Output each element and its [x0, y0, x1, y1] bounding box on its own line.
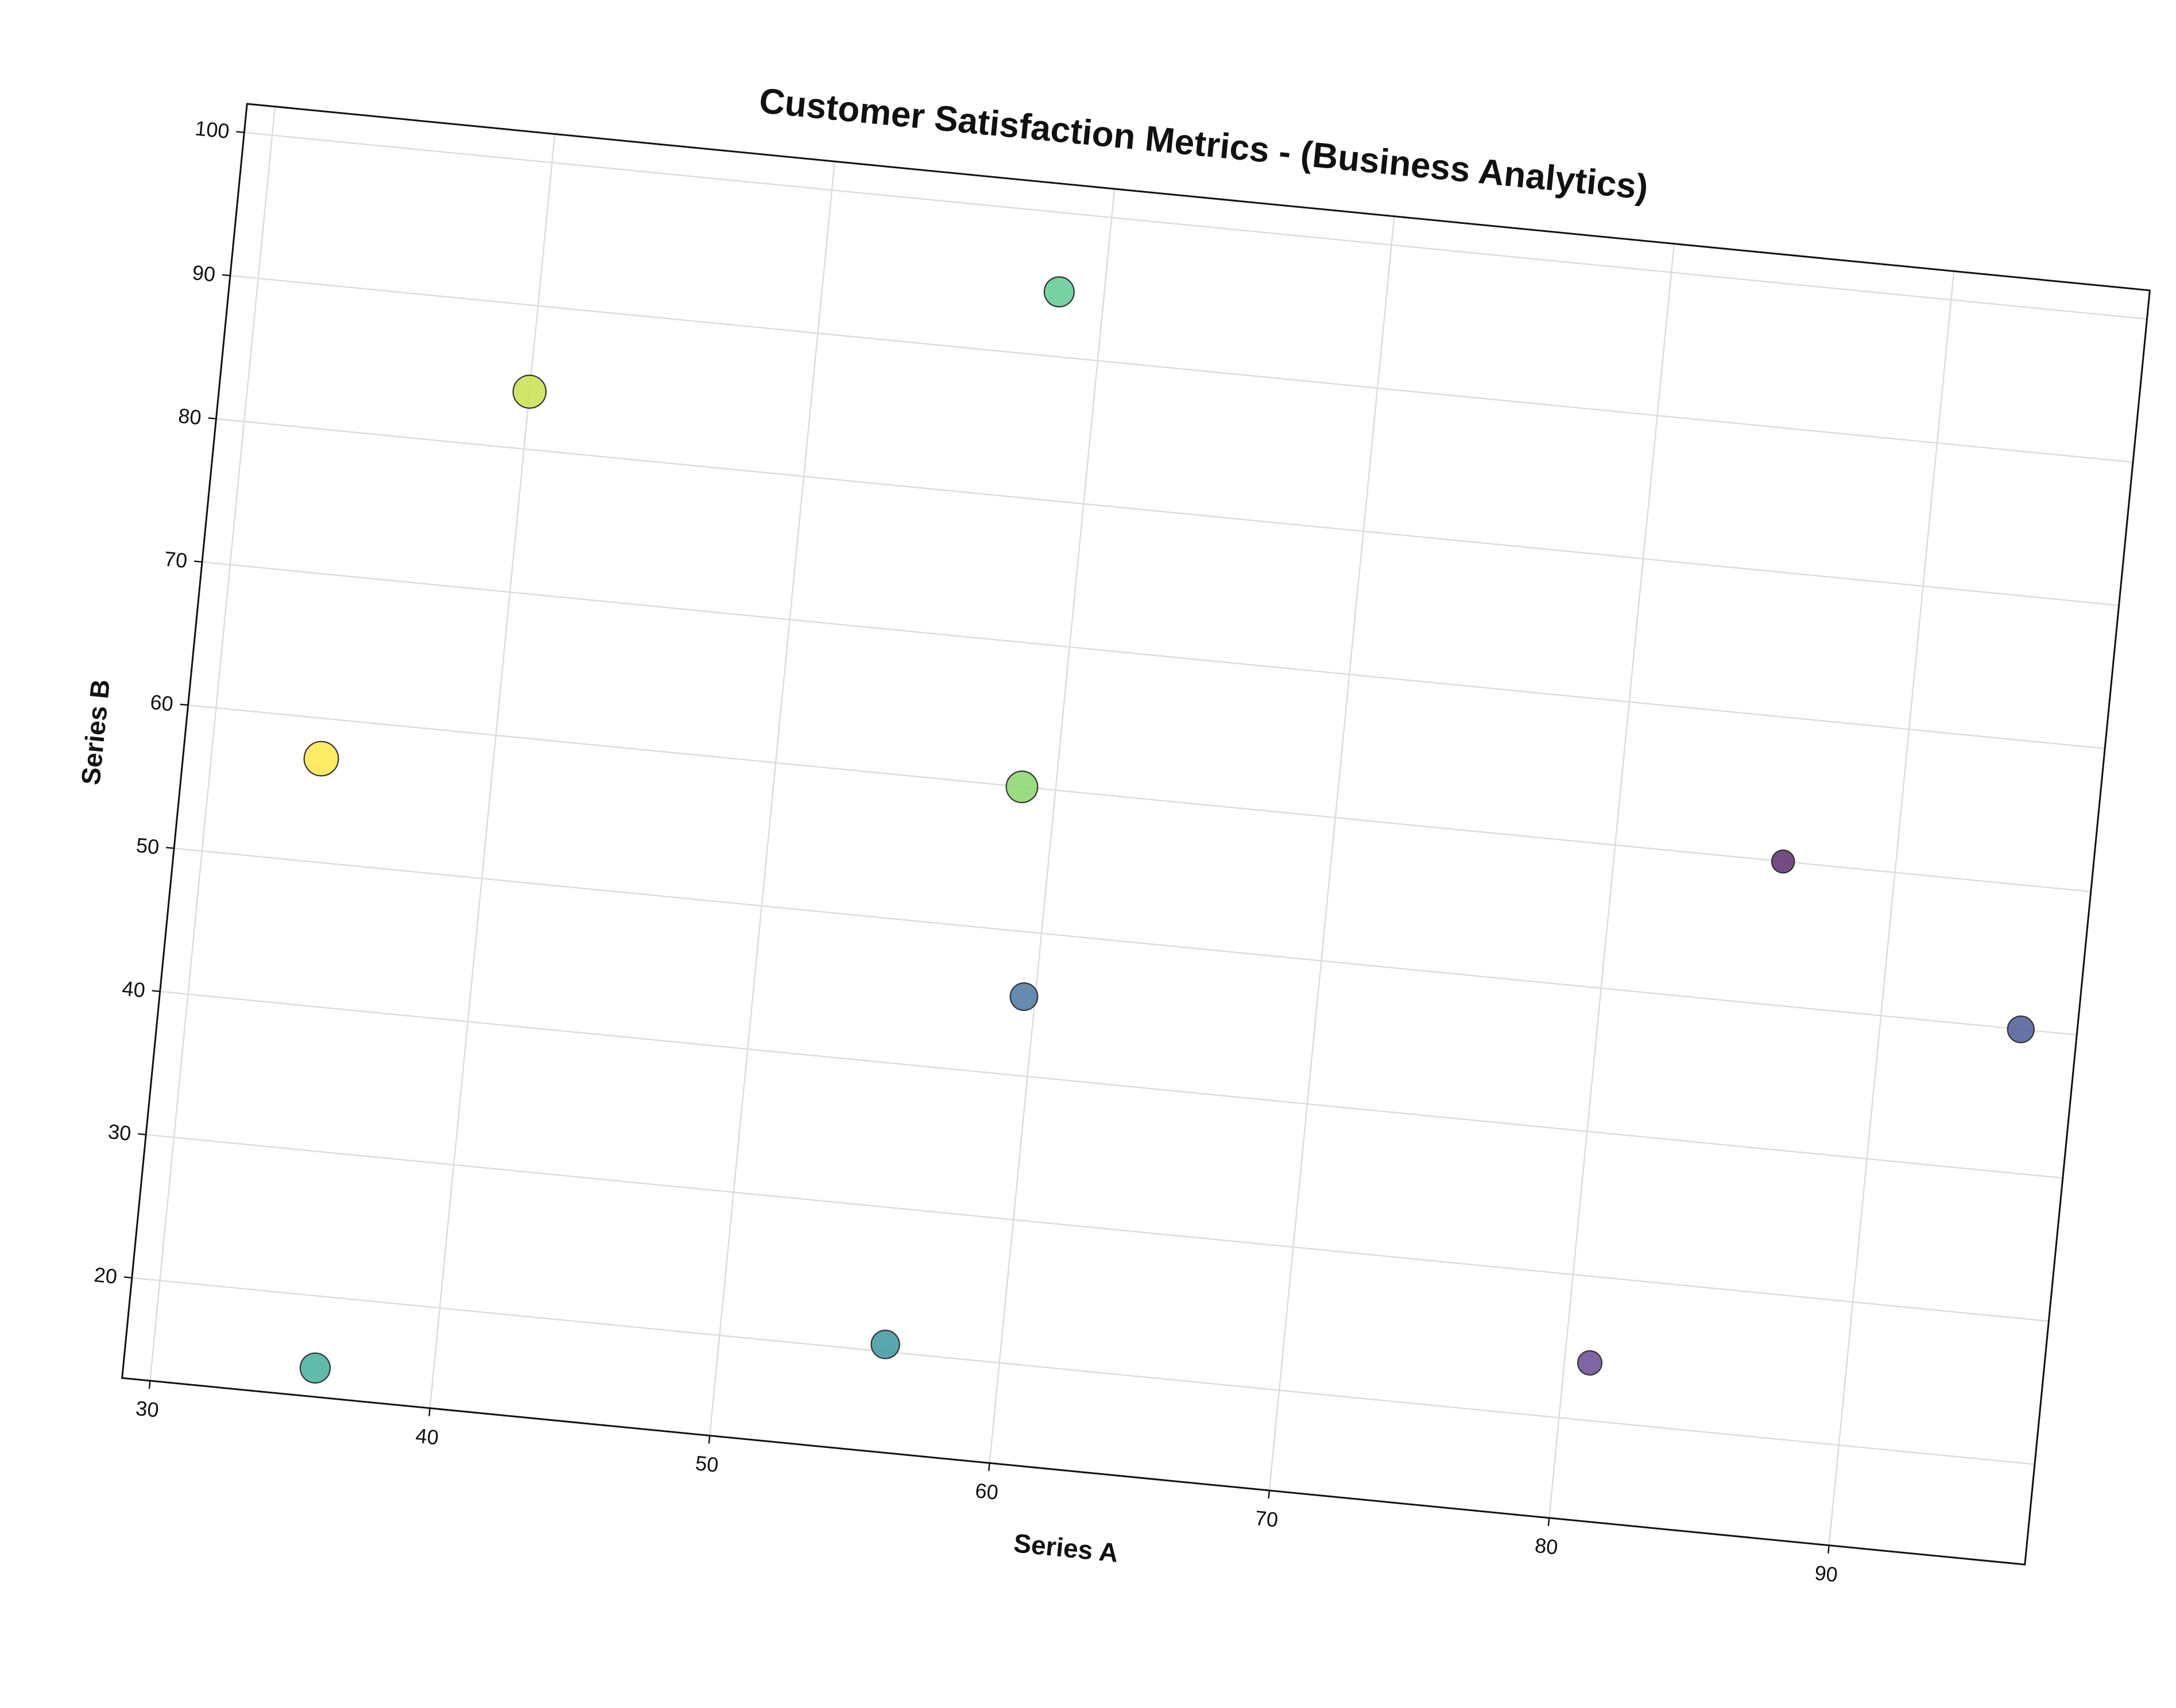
chart-title: Customer Satisfaction Metrics - (Busines… — [757, 81, 1650, 207]
plot-frame — [121, 103, 2151, 1566]
axis-ticks: 30 40 50 60 70 80 90 20 30 40 50 60 70 80 90 100 — [93, 116, 1839, 1587]
x-tick-label: 90 — [1814, 1561, 1839, 1587]
y-tick-label: 60 — [149, 690, 175, 716]
x-tick-mark — [708, 1435, 711, 1444]
y-tick-mark — [222, 274, 231, 277]
y-tick-label: 70 — [163, 547, 188, 572]
x-tick-label: 40 — [415, 1424, 440, 1450]
scatter-point — [2007, 1015, 2035, 1044]
y-grid-line — [174, 847, 2077, 1036]
y-tick-mark — [166, 846, 175, 849]
x-tick-label: 50 — [694, 1451, 719, 1477]
scatter-point — [1043, 276, 1075, 308]
y-tick-label: 30 — [107, 1120, 132, 1145]
y-grid-line — [160, 990, 2063, 1179]
scatter-point — [512, 374, 547, 409]
y-tick-label: 80 — [177, 404, 203, 429]
y-grid-line — [202, 561, 2105, 749]
x-grid-line — [149, 106, 276, 1381]
x-grid-line — [1828, 271, 1955, 1546]
data-points — [299, 276, 2035, 1384]
y-grid-line — [230, 274, 2134, 463]
y-tick-label: 20 — [93, 1262, 118, 1288]
y-tick-label: 40 — [121, 977, 146, 1002]
scatter-point — [870, 1330, 900, 1360]
scatter-point — [1005, 770, 1039, 804]
x-tick-label: 80 — [1534, 1533, 1559, 1559]
scatter-point — [1009, 982, 1039, 1011]
x-grid-line — [1548, 243, 1675, 1519]
plot-group: 30 40 50 60 70 80 90 20 30 40 50 60 70 80 90 100 Custom… — [75, 81, 2151, 1587]
y-grid-line — [188, 704, 2091, 893]
scatter-point — [1771, 849, 1795, 874]
y-grid-line — [131, 1277, 2035, 1465]
x-tick-label: 30 — [135, 1396, 160, 1422]
y-tick-label: 100 — [194, 116, 231, 143]
grid — [131, 106, 2147, 1546]
scatter-point — [299, 1352, 331, 1384]
y-grid-line — [244, 131, 2147, 320]
x-tick-label: 60 — [974, 1478, 1000, 1504]
y-grid-line — [146, 1134, 2049, 1322]
y-tick-label: 50 — [135, 833, 160, 859]
x-grid-line — [429, 134, 556, 1408]
scatter-point — [303, 741, 339, 777]
x-tick-mark — [1827, 1545, 1830, 1554]
x-axis-label: Series A — [1012, 1528, 1120, 1568]
y-axis-label: Series B — [75, 678, 115, 786]
x-grid-line — [989, 188, 1116, 1463]
x-tick-mark — [1547, 1517, 1550, 1526]
x-tick-label: 70 — [1254, 1506, 1279, 1532]
x-grid-line — [708, 161, 835, 1436]
y-grid-line — [216, 418, 2119, 606]
y-tick-mark — [152, 990, 160, 993]
scatter-point — [1577, 1350, 1603, 1376]
y-tick-label: 90 — [191, 261, 216, 286]
y-tick-mark — [208, 417, 216, 420]
y-tick-mark — [180, 703, 188, 706]
x-tick-mark — [148, 1380, 151, 1389]
y-tick-mark — [236, 131, 245, 133]
x-grid-line — [1268, 216, 1395, 1491]
